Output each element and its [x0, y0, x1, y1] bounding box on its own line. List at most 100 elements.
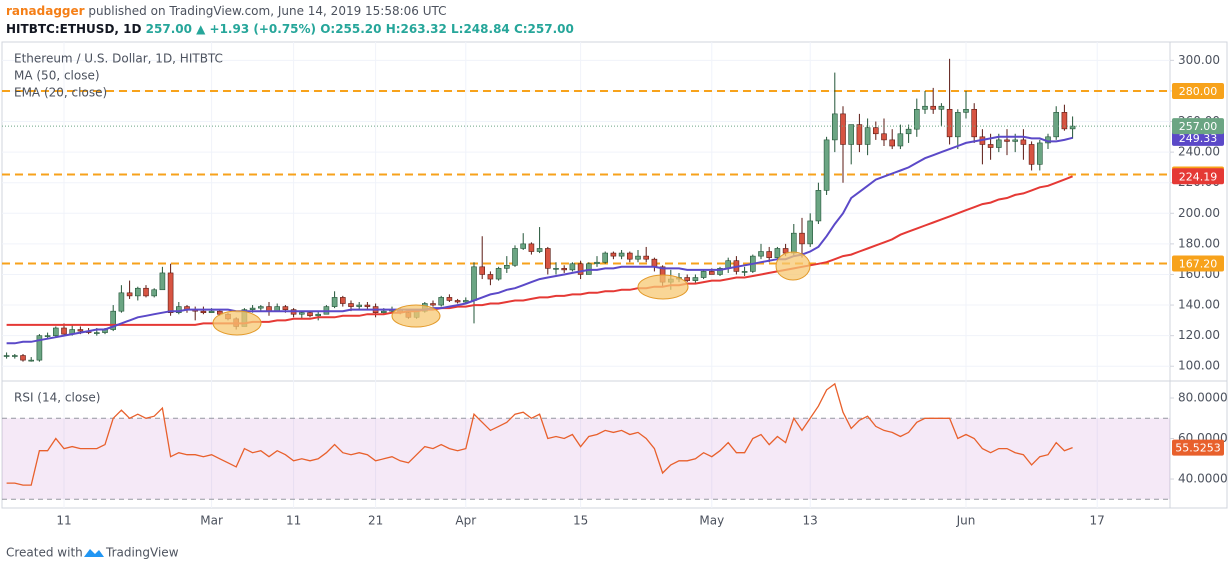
y-tick-label: 300.00 [1178, 53, 1220, 67]
candle-body [479, 266, 486, 275]
candle-body [356, 304, 363, 307]
candle-body [208, 310, 215, 314]
quote-line: HITBTC:ETHUSD, 1D 257.00 ▲ +1.93 (+0.75%… [6, 22, 574, 36]
candle-body [930, 105, 937, 110]
candle-body [913, 108, 920, 130]
candle-body [897, 133, 904, 147]
candle-body [94, 332, 100, 334]
price-tag-label: 280.00 [1179, 85, 1218, 98]
candle-body [495, 268, 502, 280]
candle-body [963, 108, 969, 113]
candle-body [889, 139, 896, 147]
candle-body [298, 312, 305, 315]
candle-body [651, 258, 658, 268]
candle-body [946, 108, 953, 138]
footer-brand[interactable]: TradingView [105, 546, 179, 560]
candle-body [799, 232, 805, 245]
candle-body [487, 274, 494, 280]
candle-body [52, 327, 59, 336]
published: published on TradingView.com, June 14, 2… [88, 4, 446, 18]
candle-body [176, 306, 182, 314]
candle-body [36, 335, 43, 361]
x-tick-label: Apr [455, 514, 476, 528]
candle-body [249, 307, 256, 310]
candle-body [1069, 125, 1076, 130]
candle-body [528, 243, 535, 252]
logo [84, 549, 104, 557]
candle-body [864, 127, 871, 145]
candle-body [462, 300, 469, 303]
candle-body [815, 190, 822, 222]
y-tick-label: 80.0000 [1178, 391, 1228, 405]
candle-body [438, 297, 445, 306]
price-tag [1172, 118, 1224, 135]
legend-entry: EMA (20, close) [14, 86, 107, 100]
candle-body [20, 355, 26, 361]
candle-body [881, 133, 887, 141]
x-tick-label: 11 [56, 514, 71, 528]
candle-body [840, 113, 846, 145]
publisher[interactable]: ranadagger [6, 4, 85, 18]
candle-body [12, 355, 18, 357]
candle-body [380, 310, 387, 314]
candle-body [954, 112, 961, 138]
candle-body [1053, 112, 1059, 138]
annotations [212, 251, 811, 336]
candle-body [758, 251, 764, 257]
candle-body [520, 243, 527, 249]
candle-body [512, 248, 518, 266]
candle-body [856, 124, 863, 145]
candle-body [159, 272, 166, 291]
candle-body [610, 252, 617, 257]
quote: 257.00 ▲ +1.93 (+0.75%) O:255.20 H:263.3… [146, 22, 574, 36]
x-tick-label: Mar [200, 514, 223, 528]
candle-body [643, 255, 650, 260]
candle-body [987, 144, 994, 148]
x-tick-label: 17 [1090, 514, 1105, 528]
marks: 11 Mar 11 21 Apr 15 May 13 Jun 17 100.00 120.00 140.… [2, 42, 1228, 528]
candle-body [602, 252, 609, 263]
x-tick-label: 15 [573, 514, 588, 528]
candle-body [544, 248, 551, 269]
rsi-title: RSI (14, close) [14, 391, 100, 405]
candle-body [3, 355, 10, 357]
candle-body [708, 271, 715, 275]
x-tick-label: 13 [803, 514, 818, 528]
frame [1, 41, 1228, 509]
candle-body [1037, 142, 1043, 165]
candle-body [135, 287, 141, 297]
candle-body [1004, 139, 1010, 142]
candle-body [454, 300, 461, 303]
candle-body [28, 359, 35, 362]
candle-body [61, 327, 67, 335]
candle-body [618, 252, 625, 257]
candle-body [1020, 139, 1027, 145]
x-tick-label: May [699, 514, 724, 528]
header-line: ranadagger published on TradingView.com,… [6, 4, 447, 18]
line [6, 175, 1073, 326]
y-tick-label: 180.00 [1178, 236, 1220, 250]
candle-body [118, 292, 125, 312]
legend-entry: MA (50, close) [14, 69, 100, 83]
candle-body [938, 105, 945, 110]
candle-body [430, 303, 436, 306]
line [6, 382, 1073, 486]
y-tick-label: 40.0000 [1178, 472, 1228, 486]
x-tick-label: 11 [286, 514, 301, 528]
candle-body [257, 306, 264, 309]
candle-body [692, 277, 699, 281]
price-tag-label: 257.00 [1179, 120, 1218, 133]
candle-body [364, 304, 371, 307]
candle-body [536, 248, 543, 252]
candle-body [995, 139, 1002, 148]
candle-body [1028, 144, 1035, 165]
candle-body [823, 139, 830, 191]
candle-body [774, 248, 781, 258]
candle-body [339, 297, 346, 304]
highlight [212, 310, 262, 336]
candle-body [282, 306, 289, 310]
candle-body [741, 271, 748, 273]
candle-body [110, 310, 116, 330]
candle-body [831, 113, 838, 141]
